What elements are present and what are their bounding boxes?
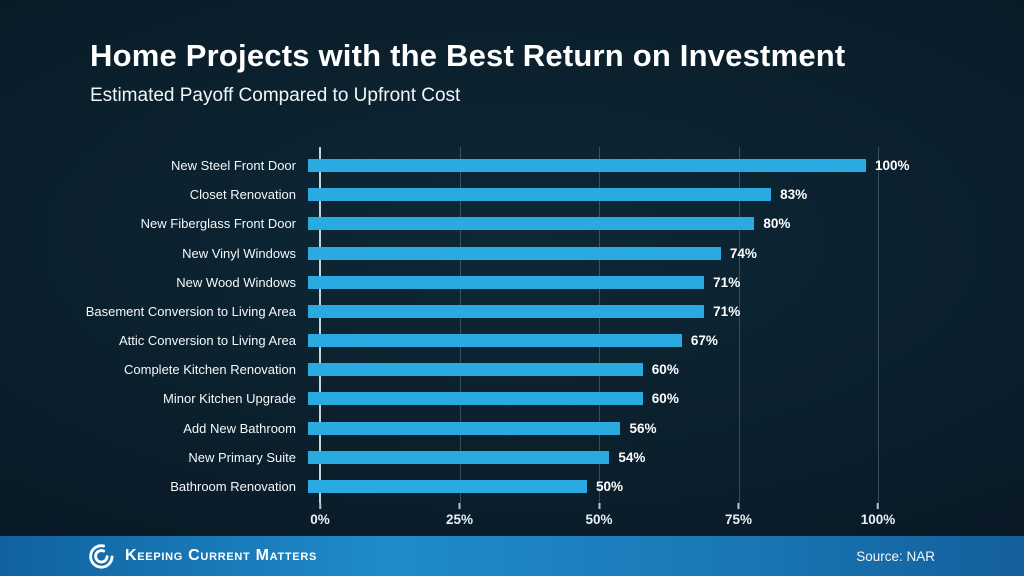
category-label: Attic Conversion to Living Area [118,333,296,349]
bar-row: Minor Kitchen Upgrade 60% [0,384,1010,413]
value-label: 50% [596,478,624,494]
bar [308,479,587,493]
value-label: 60% [651,391,679,407]
value-label: 100% [875,158,910,174]
x-tick: 50% [585,503,613,527]
x-tick-label: 50% [585,512,613,527]
category-label: Closet Renovation [189,187,296,203]
x-tick-mark [598,503,600,509]
bar-track: 54% [308,443,1010,472]
brand-name: Keeping Current Matters [125,547,318,564]
bar [308,304,705,318]
category-label: Add New Bathroom [183,420,296,436]
category-label: New Vinyl Windows [182,245,296,261]
bar-row: New Fiberglass Front Door 80% [0,209,1010,238]
bar-row: Attic Conversion to Living Area 67% [0,326,1010,355]
bar [308,334,682,348]
bar [308,392,643,406]
bar [308,246,721,260]
bar-row: New Primary Suite 54% [0,443,1010,472]
bar-row: New Vinyl Windows 74% [0,239,1010,268]
value-label: 67% [690,333,718,349]
x-tick: 25% [446,503,473,527]
bar [308,188,772,202]
x-tick: 100% [860,503,896,527]
bar [308,363,643,377]
x-tick-label: 100% [860,512,896,527]
bar-track: 71% [308,297,1010,326]
bar [308,421,621,435]
bar [308,159,866,173]
bar-row: Basement Conversion to Living Area 71% [0,297,1010,326]
page-title: Home Projects with the Best Return on In… [90,38,846,73]
x-tick-mark [318,503,321,509]
x-tick-label: 25% [445,512,474,527]
bar-row: Complete Kitchen Renovation 60% [0,355,1010,384]
x-tick-mark [737,503,740,509]
category-label: New Steel Front Door [171,158,296,174]
value-label: 83% [780,187,808,203]
bar-row: New Wood Windows 71% [0,268,1010,297]
category-label: Basement Conversion to Living Area [85,303,296,319]
bar-track: 71% [308,268,1010,297]
bar-track: 83% [308,180,1010,209]
bar-track: 80% [308,209,1010,238]
kcm-swirl-logo-icon [89,543,114,569]
bar-row: Add New Bathroom 56% [0,414,1010,443]
bar-track: 60% [308,355,1010,384]
bar-rows: New Steel Front Door 100% Closet Renovatio… [0,151,1010,501]
bar-track: 74% [308,239,1010,268]
bar-row: New Steel Front Door 100% [0,151,1010,180]
category-label: Complete Kitchen Renovation [124,362,296,378]
x-tick-mark [877,503,879,509]
y-axis-line [319,147,321,503]
bar-chart: New Steel Front Door 100% Closet Renovatio… [0,147,1024,527]
bar-track: 60% [308,384,1010,413]
bar-row: Closet Renovation 83% [0,180,1010,209]
source-label: Source: NAR [856,548,935,564]
bar-track: 67% [308,326,1010,355]
x-tick: 0% [310,503,330,527]
bar [308,275,705,289]
category-label: New Wood Windows [176,274,296,290]
value-label: 71% [713,303,741,319]
value-label: 60% [651,362,679,378]
x-axis: 0% 25% 50% 75% 100% [310,503,895,537]
bar-track: 56% [308,414,1010,443]
page-subtitle: Estimated Payoff Compared to Upfront Cos… [90,85,461,106]
category-label: New Fiberglass Front Door [140,216,296,232]
x-tick-label: 0% [310,512,330,527]
bar [308,450,610,464]
value-label: 71% [713,274,741,290]
brand-lockup: Keeping Current Matters [88,536,317,576]
bar-track: 100% [308,151,1010,180]
value-label: 74% [729,245,757,261]
footer-bar: Keeping Current Matters Source: NAR [0,536,1024,576]
x-tick-mark [458,503,461,509]
value-label: 56% [629,420,657,436]
category-label: New Primary Suite [188,449,296,465]
category-label: Minor Kitchen Upgrade [163,391,296,407]
x-tick-label: 75% [724,512,753,527]
x-tick: 75% [725,503,752,527]
value-label: 54% [618,449,646,465]
bar-row: Bathroom Renovation 50% [0,472,1010,501]
value-label: 80% [763,216,791,232]
bar-track: 50% [308,472,1010,501]
bar [308,217,755,231]
category-label: Bathroom Renovation [170,478,296,494]
